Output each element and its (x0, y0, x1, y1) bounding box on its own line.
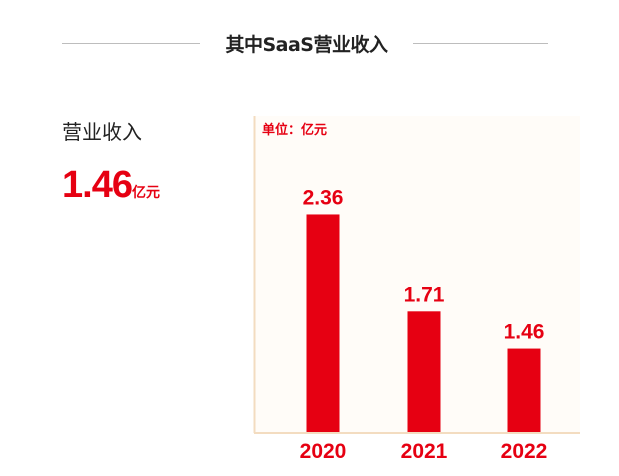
data-label: 1.71 (404, 283, 445, 306)
section-title: 其中SaaS营业收入 (225, 34, 388, 56)
data-label: 1.46 (504, 321, 545, 344)
x-tick-label: 2022 (501, 440, 548, 463)
x-tick-label: 2021 (401, 440, 448, 463)
bar-2021 (407, 311, 441, 432)
kpi-number: 1.46 (62, 164, 133, 206)
kpi-value: 1.46亿元 (62, 164, 160, 207)
kpi-unit: 亿元 (131, 184, 160, 200)
x-tick-label: 2020 (300, 440, 347, 463)
kpi-label: 营业收入 (62, 120, 142, 144)
bar-2020 (306, 214, 340, 432)
bar-2022 (507, 348, 541, 432)
data-label: 2.36 (303, 186, 344, 209)
title-rule-left (62, 43, 200, 44)
unit-label: 单位：亿元 (262, 122, 327, 138)
title-rule-right (413, 43, 548, 44)
